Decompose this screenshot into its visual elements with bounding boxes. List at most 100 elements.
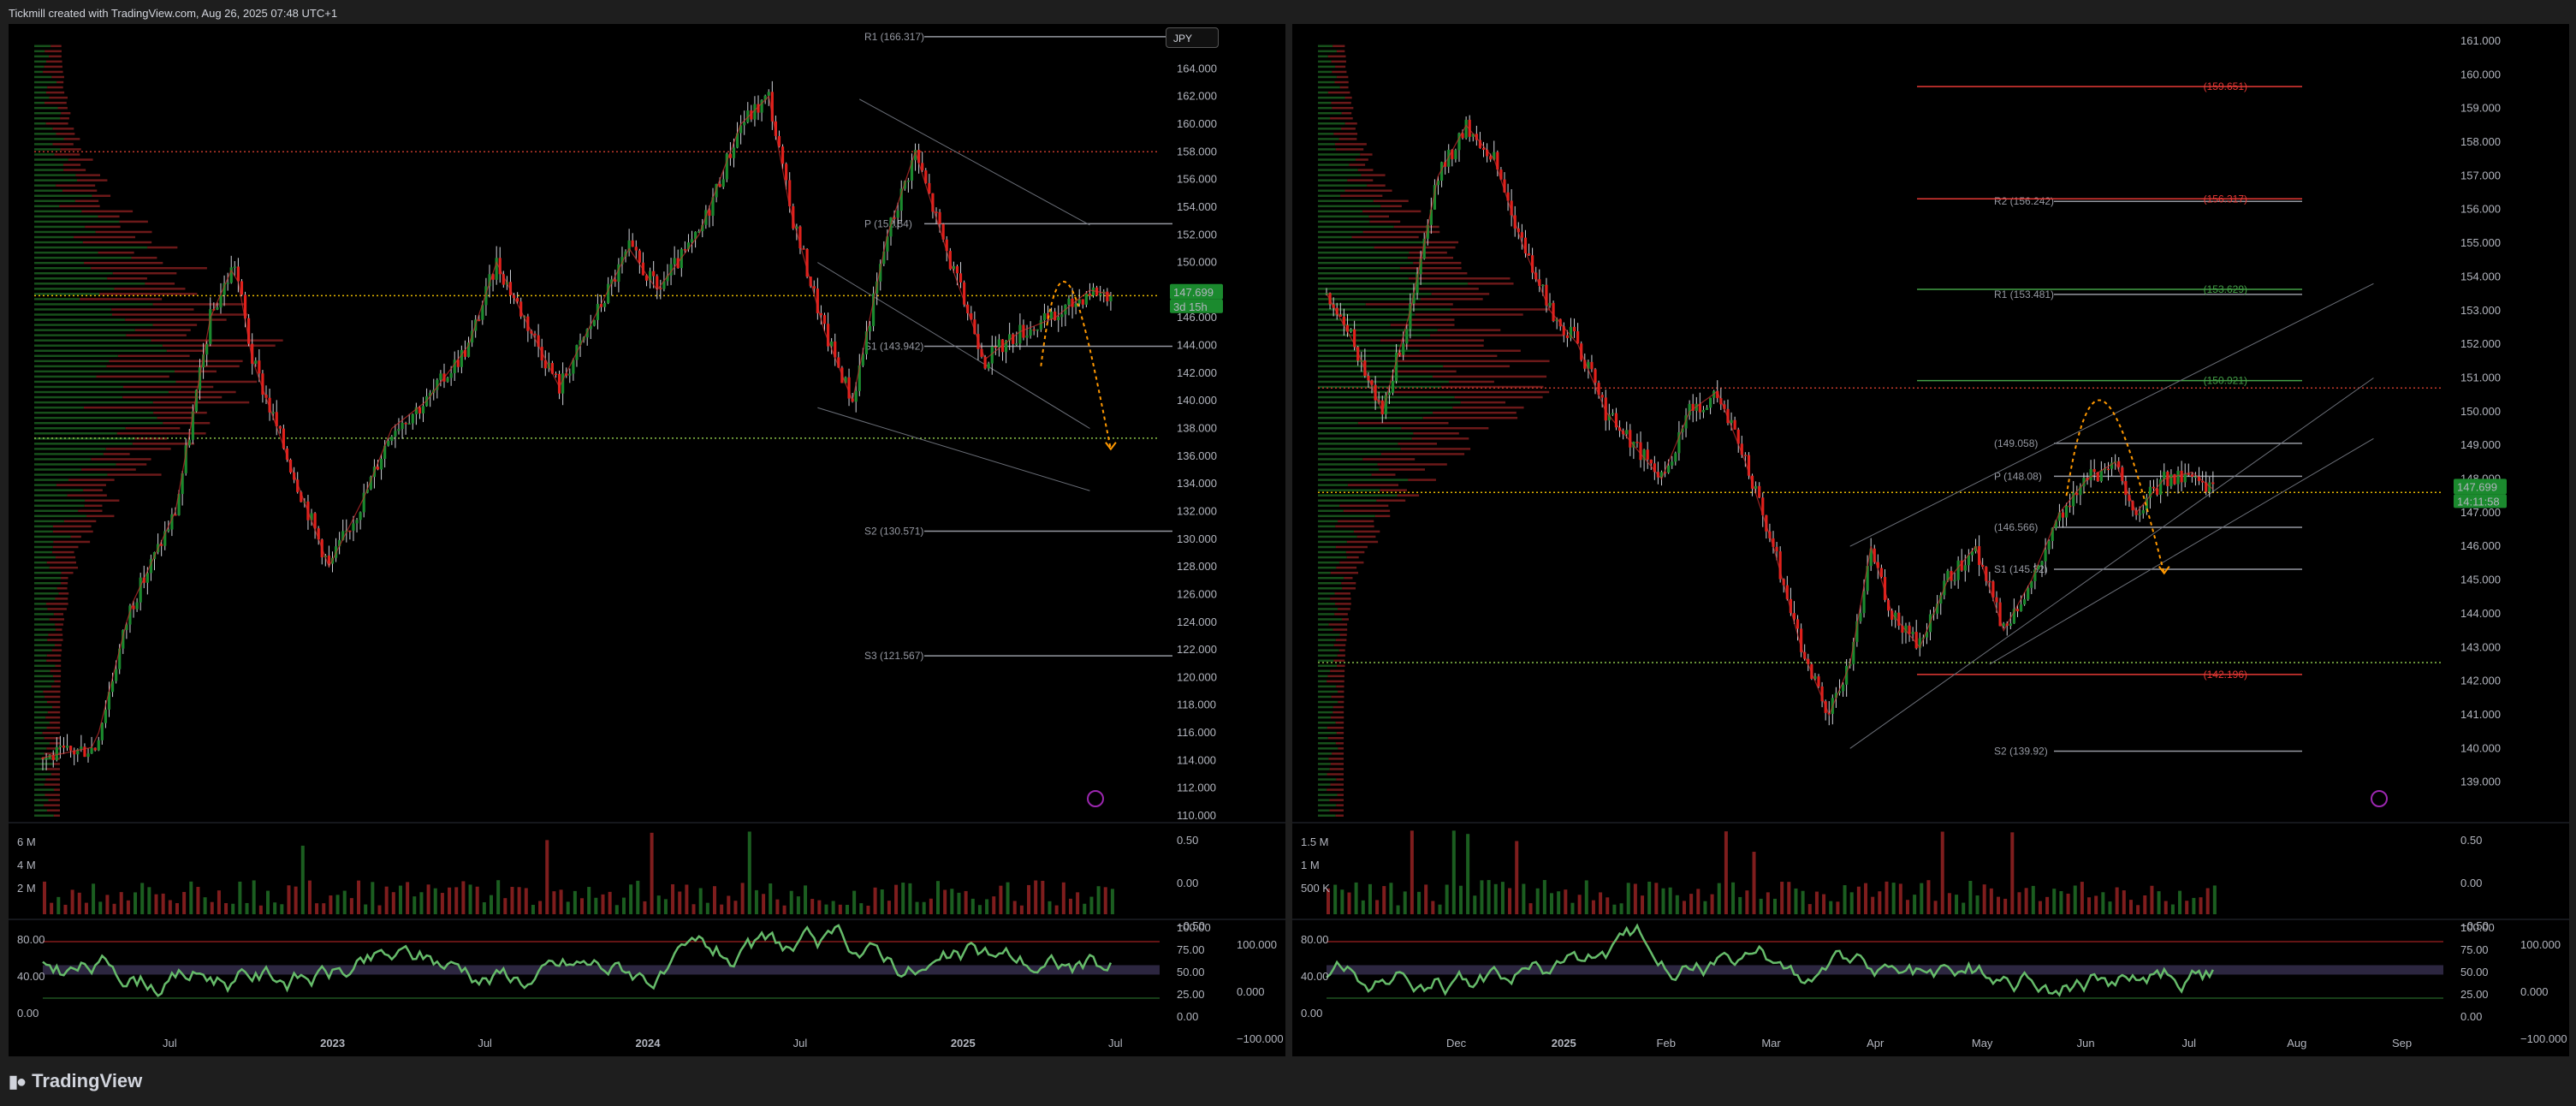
volume-profile-bar	[1318, 695, 1332, 699]
volume-profile-bar	[34, 721, 50, 724]
candle-body	[1387, 392, 1392, 395]
volume-profile-bar	[1318, 210, 1363, 213]
volume-bar	[831, 901, 835, 914]
volume-profile-bar	[1327, 55, 1346, 58]
volume-bar	[273, 902, 277, 914]
volume-bar	[685, 884, 689, 914]
volume-profile-bar	[34, 716, 46, 719]
candle-body	[871, 293, 875, 326]
candle-body	[599, 304, 603, 307]
candle-body	[561, 373, 565, 394]
volume-bar	[873, 887, 877, 914]
candle-body	[1946, 570, 1950, 581]
volume-bar	[608, 891, 612, 914]
candle-body	[1667, 465, 1671, 473]
volume-bar	[1947, 893, 1951, 914]
volume-profile-bar	[1333, 711, 1344, 714]
candle-body	[282, 428, 285, 449]
volume-bar	[999, 885, 1003, 914]
right-chart-svg[interactable]: 161.000160.000159.000158.000157.000156.0…	[1292, 24, 2569, 1056]
volume-profile-bar	[34, 644, 55, 646]
volume-profile-bar	[50, 773, 61, 776]
countdown-badge	[1170, 299, 1223, 313]
volume-profile-bar	[1318, 256, 1408, 259]
candle-body	[1691, 403, 1695, 411]
volume-axis-tick: 6 M	[17, 835, 36, 848]
candle-body	[1506, 192, 1510, 201]
volume-profile-bar	[34, 246, 148, 249]
volume-profile-bar	[52, 525, 92, 528]
volume-profile-bar	[34, 742, 50, 745]
volume-bar	[929, 898, 933, 914]
volume-profile-bar	[34, 752, 45, 755]
volume-bar	[1431, 901, 1435, 914]
candle-body	[1708, 397, 1712, 408]
currency-badge[interactable]: JPY	[1166, 27, 1219, 48]
volume-profile-bar	[1318, 432, 1414, 435]
volume-profile-bar	[1318, 592, 1335, 595]
candle-body	[1468, 119, 1471, 137]
volume-axis-tick: 2 M	[17, 882, 36, 895]
volume-profile-bar	[1332, 752, 1344, 755]
candle-body	[2037, 565, 2040, 570]
candle-body	[2040, 561, 2044, 566]
volume-profile-bar	[1362, 230, 1440, 234]
right-chart-pane[interactable]: 161.000 160.000 159.000 158.000 157.000 156.0…	[1292, 24, 2569, 1056]
candle-body	[997, 339, 1001, 348]
candle-body	[952, 266, 955, 270]
volume-bar	[747, 831, 751, 914]
volume-profile-bar	[1395, 360, 1550, 363]
volume-bar	[98, 901, 103, 914]
candle-body	[715, 183, 718, 198]
volume-bar	[992, 896, 996, 914]
volume-profile-bar	[34, 225, 86, 229]
volume-profile-bar	[34, 623, 56, 626]
volume-profile-bar	[34, 298, 80, 300]
candle-body	[1873, 548, 1876, 562]
volume-profile-bar	[34, 582, 62, 585]
volume-profile-bar	[1318, 205, 1381, 208]
left-chart-pane[interactable]: 164.000 162.000 160.000 158.000 156.000 154.0…	[9, 24, 1285, 1056]
right-axis-tick: 75.00	[2460, 943, 2489, 956]
volume-profile-bar	[1318, 282, 1469, 285]
candle-body	[317, 528, 320, 540]
volume-profile-bar	[1318, 122, 1345, 125]
candle-body	[694, 231, 697, 240]
volume-bar	[1731, 882, 1736, 914]
volume-bar	[1403, 891, 1407, 914]
left-chart-svg[interactable]: 164.000162.000160.000158.000156.000154.0…	[9, 24, 1285, 1056]
volume-bar	[1041, 880, 1045, 914]
volume-bar	[2073, 885, 2077, 914]
volume-profile-bar	[34, 60, 46, 63]
volume-profile-bar	[34, 576, 62, 580]
pivot-level-label: (153.629)	[2204, 283, 2247, 295]
candle-body	[1022, 324, 1025, 338]
projection-arrowhead	[1105, 442, 1117, 451]
volume-profile-bar	[92, 194, 111, 197]
volume-profile-bar	[1318, 220, 1370, 223]
volume-profile-bar	[34, 561, 47, 564]
candle-body	[1974, 546, 1978, 552]
volume-profile-bar	[1318, 654, 1338, 657]
tradingview-brand[interactable]: ▮● TradingView	[9, 1070, 142, 1092]
price-axis-tick: 128.000	[1177, 560, 1217, 573]
oscillator-axis-tick: 40.00	[17, 970, 45, 983]
volume-profile-bar	[34, 169, 64, 171]
volume-bar	[2157, 891, 2161, 914]
price-axis-tick: 141.000	[2460, 708, 2501, 721]
volume-profile-bar	[1318, 685, 1337, 688]
volume-bar	[126, 900, 130, 914]
volume-profile-bar	[63, 138, 80, 140]
volume-bar	[1061, 882, 1065, 914]
volume-bar	[482, 901, 486, 914]
candle-body	[86, 753, 90, 758]
volume-bar	[545, 840, 549, 914]
candle-body	[97, 740, 100, 751]
volume-profile-bar	[50, 742, 61, 745]
volume-bar	[1962, 902, 1966, 914]
volume-profile-bar	[63, 169, 86, 171]
volume-profile-bar	[1333, 133, 1358, 135]
volume-profile-bar	[1318, 169, 1358, 171]
volume-bar	[307, 880, 312, 914]
volume-bar	[2066, 893, 2070, 914]
